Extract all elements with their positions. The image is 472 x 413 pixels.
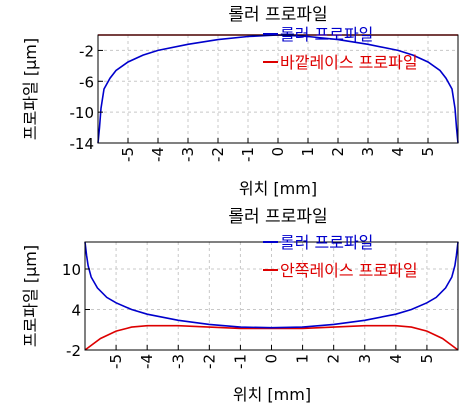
chart-2-x-tick-label: -5 [107,354,125,369]
chart-2-x-tick-label: 1 [294,354,312,364]
chart-2-x-tick-label: -3 [169,354,187,369]
chart-1-legend-label-2: 바깥레이스 프로파일 [280,53,418,72]
chart-2-x-tick-label: 5 [418,354,436,364]
chart-1-x-tick-label: -2 [209,147,227,162]
chart-1-x-tick-label: 5 [419,147,437,157]
chart-1-legend-label-1: 롤러 프로파일 [280,25,373,44]
chart-1-x-label: 위치 [mm] [239,179,317,198]
chart-1-x-tick-label: 1 [299,147,317,157]
chart-2-y-tick-label: 10 [62,261,81,279]
chart-2-y-tick-label: -2 [66,342,81,360]
chart-1-grid [98,35,458,144]
chart-1: 롤러 프로파일 -14-10-6-2 -5 -4 -3 -2 -1 0 1 2 3 4 5 롤러 프… [21,5,459,198]
chart-2-x-tick-label: -4 [138,354,156,369]
chart-1-y-tick-label: -2 [79,42,94,60]
chart-2-y-label: 프로파일 [μm] [21,245,40,347]
chart-2-x-axis: -5 -4 -3 -2 -1 0 1 2 3 4 5 [107,345,436,369]
chart-1-x-tick-label: -1 [239,147,257,162]
chart-2-x-tick-label: 3 [356,354,374,364]
chart-2-legend-label-1: 롤러 프로파일 [280,233,373,252]
chart-1-x-tick-label: 3 [359,147,377,157]
chart-2-x-tick-label: 4 [387,354,405,364]
chart-2-title: 롤러 프로파일 [228,207,327,227]
chart-1-y-label: 프로파일 [μm] [21,38,40,140]
chart-2-legend-label-2: 안쪽레이스 프로파일 [280,261,418,280]
chart-1-y-tick-label: -14 [70,135,95,153]
chart-2-y-tick-label: 4 [71,302,81,320]
chart-2-x-tick-label: -2 [200,354,218,369]
chart-2-x-tick-label: 2 [325,354,343,364]
chart-1-y-tick-label: -6 [79,73,94,91]
chart-1-y-axis: -14 -10 -6 -2 [70,42,103,153]
chart-2-grid [85,242,458,351]
chart-1-x-tick-label: -3 [179,147,197,162]
chart-2-x-label: 위치 [mm] [233,385,311,404]
chart-1-x-tick-label: -5 [119,147,137,162]
chart-1-x-tick-label: 0 [269,147,287,157]
chart-2-series [84,241,459,351]
chart-1-title: 롤러 프로파일 [228,5,327,25]
chart-1-x-tick-label: 2 [329,147,347,157]
chart-2-x-tick-label: -1 [231,354,249,369]
chart-1-x-tick-label: -4 [149,147,167,162]
chart-2-y-axis: -2 4 10 [62,261,90,360]
chart-2-x-tick-label: 0 [263,354,281,364]
chart-2-series-line-1 [84,241,459,329]
chart-1-x-tick-label: 4 [389,147,407,157]
chart-1-x-axis: -5 -4 -3 -2 -1 0 1 2 3 4 5 [119,138,437,162]
chart-2: 롤러 프로파일 -2 4 10 -5 -4 -3 -2 -1 0 1 2 3 4 5 롤러 프로파일안쪽… [21,207,459,404]
chart-1-y-tick-label: -10 [70,104,95,122]
